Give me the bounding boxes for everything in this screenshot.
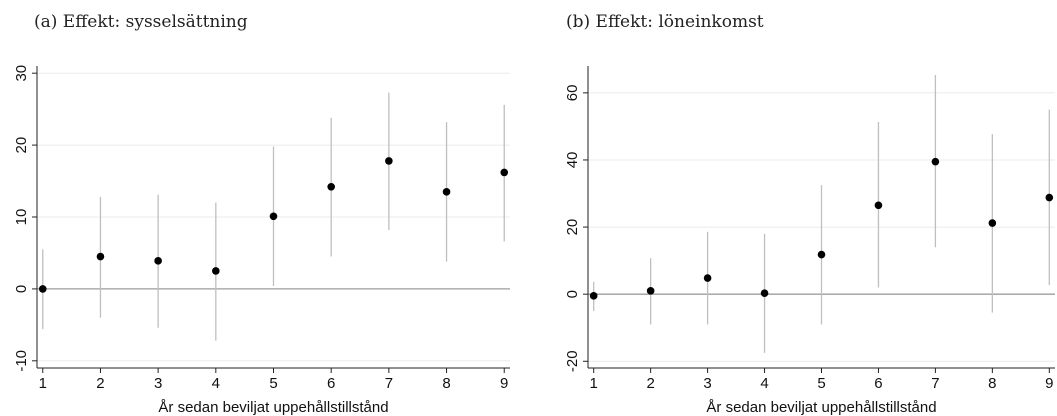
point-estimate-a-6 bbox=[327, 183, 335, 191]
panel-a-title: (a) Effekt: sysselsättning bbox=[34, 12, 248, 32]
x-tick-label-b-4: 5 bbox=[817, 375, 825, 392]
point-estimate-a-9 bbox=[500, 168, 509, 177]
point-estimate-a-5 bbox=[269, 212, 278, 221]
x-tick-label-a-5: 6 bbox=[327, 375, 335, 392]
point-estimate-b-4 bbox=[760, 289, 769, 297]
point-estimate-b-9 bbox=[1045, 193, 1054, 202]
x-tick-label-a-1: 2 bbox=[96, 375, 104, 392]
point-estimate-b-2 bbox=[646, 287, 655, 295]
x-tick-label-a-4: 5 bbox=[269, 375, 277, 392]
y-tick-label-a-1: 0 bbox=[13, 285, 30, 293]
y-tick-label-a-4: 30 bbox=[13, 65, 30, 82]
x-tick-label-b-0: 1 bbox=[590, 375, 598, 392]
point-estimate-a-1 bbox=[38, 285, 47, 293]
panel-b-title: (b) Effekt: löneinkomst bbox=[566, 12, 764, 32]
y-tick-label-a-2: 10 bbox=[13, 209, 30, 226]
x-tick-label-b-6: 7 bbox=[931, 375, 939, 392]
point-estimate-a-7 bbox=[385, 157, 393, 165]
y-tick-label-b-1: 0 bbox=[564, 290, 581, 298]
x-tick-label-a-0: 1 bbox=[39, 375, 47, 392]
x-tick-label-b-7: 8 bbox=[988, 375, 996, 392]
x-tick-label-b-1: 2 bbox=[646, 375, 654, 392]
x-axis-title-a: År sedan beviljat uppehållstillstånd bbox=[158, 399, 388, 416]
point-estimate-b-5 bbox=[817, 250, 826, 259]
y-tick-label-a-3: 20 bbox=[13, 137, 30, 154]
x-tick-label-a-7: 8 bbox=[442, 375, 450, 392]
point-estimate-b-8 bbox=[988, 219, 997, 227]
x-tick-label-a-8: 9 bbox=[500, 375, 508, 392]
x-axis-title-b: År sedan beviljat uppehållstillstånd bbox=[706, 399, 936, 416]
point-estimate-a-3 bbox=[154, 257, 162, 265]
point-estimate-a-2 bbox=[96, 252, 105, 261]
point-estimate-b-6 bbox=[874, 201, 883, 210]
y-tick-label-b-2: 20 bbox=[564, 219, 581, 236]
point-estimate-a-8 bbox=[442, 188, 451, 196]
x-tick-label-a-6: 7 bbox=[385, 375, 393, 392]
point-estimate-b-7 bbox=[931, 157, 940, 166]
point-estimate-a-4 bbox=[212, 267, 220, 275]
x-tick-label-b-3: 4 bbox=[760, 375, 768, 392]
x-tick-label-a-2: 3 bbox=[154, 375, 162, 392]
x-tick-label-b-2: 3 bbox=[703, 375, 711, 392]
y-tick-label-b-4: 60 bbox=[564, 85, 581, 102]
y-tick-label-b-3: 40 bbox=[564, 152, 581, 169]
point-estimate-b-3 bbox=[703, 274, 712, 282]
x-tick-label-a-3: 4 bbox=[212, 375, 220, 392]
point-estimate-b-1 bbox=[589, 292, 598, 300]
x-tick-label-b-5: 6 bbox=[874, 375, 882, 392]
y-tick-label-a-0: -10 bbox=[13, 350, 30, 372]
x-tick-label-b-8: 9 bbox=[1045, 375, 1053, 392]
y-tick-label-b-0: -20 bbox=[564, 350, 581, 372]
